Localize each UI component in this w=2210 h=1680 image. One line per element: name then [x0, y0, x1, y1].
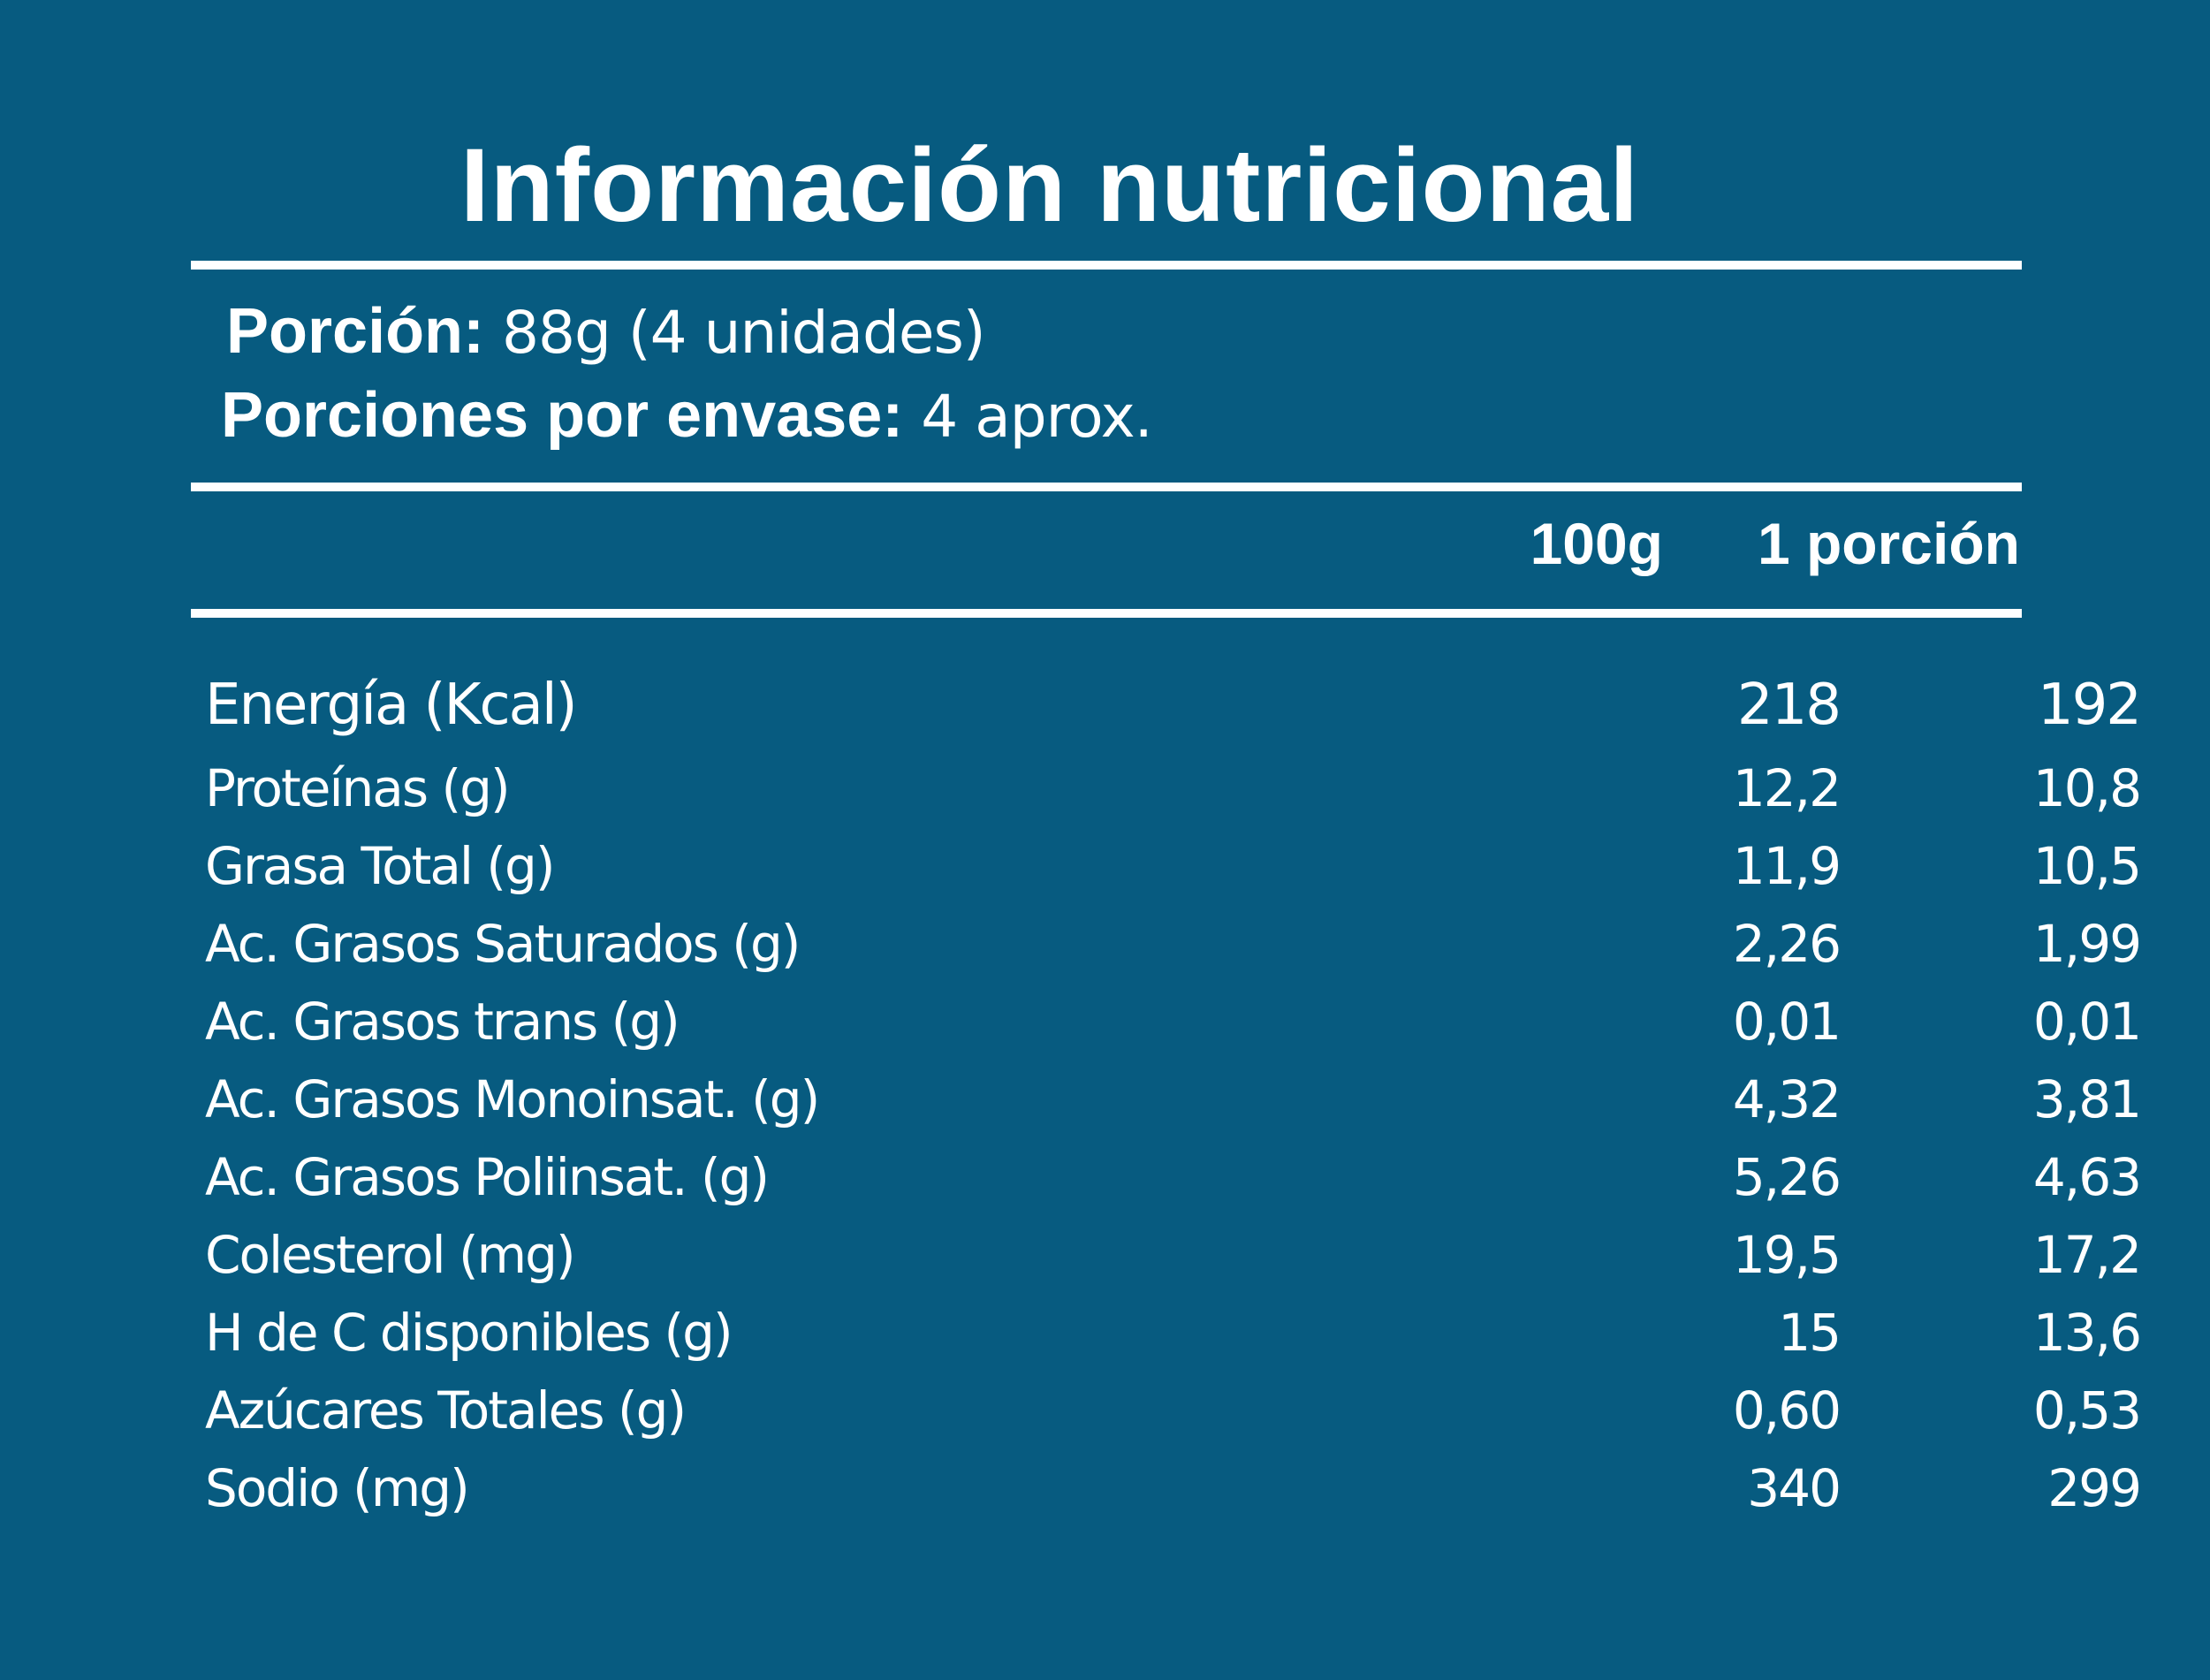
table-row: H de C disponibles (g) 15 13,6 [205, 1294, 2142, 1372]
table-row: Azúcares Totales (g) 0,60 0,53 [205, 1372, 2142, 1449]
page-title: Información nutricional [459, 127, 1640, 244]
value-per-portion: 17,2 [2032, 1225, 2142, 1285]
value-per-portion: 10,8 [2032, 758, 2142, 818]
value-per-100g: 340 [1747, 1458, 1842, 1518]
value-per-100g: 218 [1736, 673, 1842, 738]
value-per-100g: 11,9 [1732, 836, 1842, 896]
nutrient-name: Colesterol (mg) [205, 1225, 576, 1285]
nutrient-name: Energía (Kcal) [205, 673, 578, 738]
nutrient-name: Ac. Grasos trans (g) [205, 992, 680, 1052]
value-per-100g: 15 [1778, 1303, 1842, 1363]
nutrient-name: Grasa Total (g) [205, 836, 555, 896]
divider-middle [191, 483, 2022, 491]
nutrient-table: Energía (Kcal) 218 192 Proteínas (g) 12,… [205, 661, 2142, 1527]
value-per-portion: 3,81 [2032, 1069, 2142, 1129]
nutrient-name: Ac. Grasos Saturados (g) [205, 914, 801, 974]
servings-per-container-label: Porciones por envase: [221, 380, 904, 451]
table-row: Ac. Grasos Monoinsat. (g) 4,32 3,81 [205, 1060, 2142, 1138]
value-per-portion: 1,99 [2032, 914, 2142, 974]
value-per-portion: 10,5 [2032, 836, 2142, 896]
table-row: Sodio (mg) 340 299 [205, 1449, 2142, 1527]
table-row: Energía (Kcal) 218 192 [205, 661, 2142, 749]
value-per-100g: 12,2 [1732, 758, 1842, 818]
divider-top [191, 261, 2022, 270]
value-per-100g: 19,5 [1732, 1225, 1842, 1285]
value-per-100g: 4,32 [1732, 1069, 1842, 1129]
serving-size-label: Porción: [226, 296, 485, 367]
nutrient-name: Ac. Grasos Poliinsat. (g) [205, 1147, 770, 1207]
nutrient-name: Azúcares Totales (g) [205, 1380, 687, 1441]
value-per-portion: 192 [2037, 673, 2142, 738]
value-per-portion: 4,63 [2032, 1147, 2142, 1207]
table-row: Colesterol (mg) 19,5 17,2 [205, 1216, 2142, 1294]
serving-size-value: 88g (4 unidades) [502, 299, 986, 367]
table-row: Ac. Grasos Poliinsat. (g) 5,26 4,63 [205, 1138, 2142, 1216]
nutrient-name: Proteínas (g) [205, 758, 511, 818]
value-per-portion: 0,53 [2032, 1380, 2142, 1441]
value-per-100g: 5,26 [1732, 1147, 1842, 1207]
value-per-portion: 0,01 [2032, 992, 2142, 1052]
column-header-100g: 100g [1530, 511, 1663, 576]
servings-per-container-value: 4 aprox. [921, 383, 1152, 451]
column-header-portion: 1 porción [1757, 511, 2020, 576]
divider-header [191, 609, 2022, 618]
nutrient-name: H de C disponibles (g) [205, 1303, 733, 1363]
nutrient-name: Sodio (mg) [205, 1458, 470, 1518]
table-row: Ac. Grasos Saturados (g) 2,26 1,99 [205, 905, 2142, 983]
table-row: Proteínas (g) 12,2 10,8 [205, 749, 2142, 827]
value-per-100g: 0,01 [1732, 992, 1842, 1052]
value-per-100g: 0,60 [1732, 1380, 1842, 1441]
value-per-100g: 2,26 [1732, 914, 1842, 974]
nutrient-name: Ac. Grasos Monoinsat. (g) [205, 1069, 820, 1129]
value-per-portion: 13,6 [2032, 1303, 2142, 1363]
serving-size: Porción: 88g (4 unidades) [226, 292, 986, 373]
servings-per-container: Porciones por envase: 4 aprox. [221, 376, 1153, 457]
table-row: Ac. Grasos trans (g) 0,01 0,01 [205, 983, 2142, 1060]
value-per-portion: 299 [2047, 1458, 2142, 1518]
table-row: Grasa Total (g) 11,9 10,5 [205, 827, 2142, 905]
